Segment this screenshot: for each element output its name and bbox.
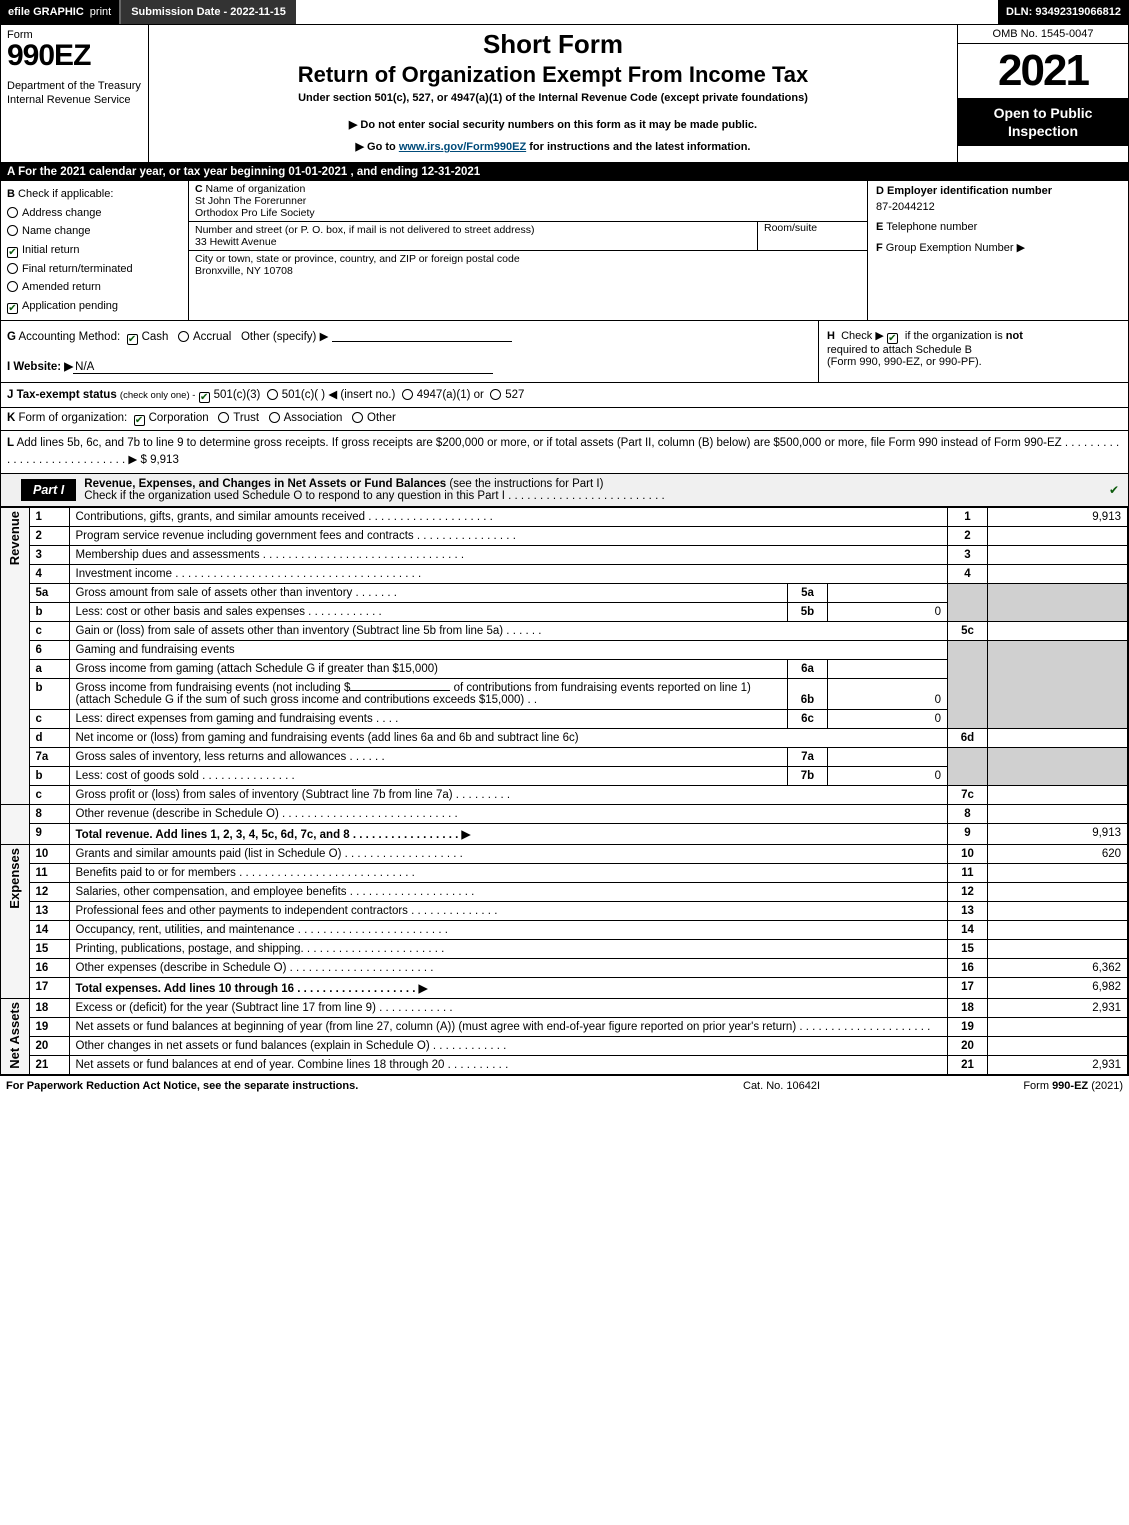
return-title: Return of Organization Exempt From Incom… bbox=[157, 62, 949, 88]
line-6b-value: 0 bbox=[828, 679, 948, 710]
cb-501c3[interactable] bbox=[199, 392, 210, 403]
under-section: Under section 501(c), 527, or 4947(a)(1)… bbox=[157, 92, 949, 104]
line-10-value: 620 bbox=[988, 845, 1128, 864]
line-5b-value: 0 bbox=[828, 603, 948, 622]
ein: 87-2044212 bbox=[876, 201, 1120, 213]
row-j: J Tax-exempt status (check only one) - 5… bbox=[1, 383, 1128, 408]
line-7b-value: 0 bbox=[828, 767, 948, 786]
print-label[interactable]: print bbox=[90, 6, 111, 18]
section-def: D Employer identification number 87-2044… bbox=[868, 181, 1128, 320]
org-name-1: St John The Forerunner bbox=[195, 195, 306, 207]
cb-final-return[interactable] bbox=[7, 263, 18, 274]
cb-accrual[interactable] bbox=[178, 331, 189, 342]
dept-label: Department of the Treasury Internal Reve… bbox=[7, 79, 142, 108]
cb-name-change[interactable] bbox=[7, 225, 18, 236]
org-name-row: C Name of organization St John The Forer… bbox=[189, 181, 867, 222]
row-g: G Accounting Method: Cash Accrual Other … bbox=[7, 329, 812, 345]
efile-label: efile GRAPHIC bbox=[8, 6, 84, 18]
irs-link[interactable]: www.irs.gov/Form990EZ bbox=[399, 141, 526, 153]
header-mid: Short Form Return of Organization Exempt… bbox=[149, 25, 958, 162]
org-name-2: Orthodox Pro Life Society bbox=[195, 207, 315, 219]
top-bar: efile GRAPHIC print Submission Date - 20… bbox=[0, 0, 1129, 24]
footer-right: Form 990-EZ (2021) bbox=[943, 1080, 1123, 1092]
cb-initial-return[interactable] bbox=[7, 247, 18, 258]
section-bcdef: B Check if applicable: Address change Na… bbox=[1, 181, 1128, 321]
form-number: 990EZ bbox=[7, 39, 142, 73]
cb-amended[interactable] bbox=[7, 281, 18, 292]
efile-print[interactable]: efile GRAPHIC print bbox=[0, 0, 119, 24]
line-16-value: 6,362 bbox=[988, 959, 1128, 978]
cb-527[interactable] bbox=[490, 389, 501, 400]
section-h: H Check ▶ if the organization is not req… bbox=[818, 321, 1128, 382]
line-21-value: 2,931 bbox=[988, 1056, 1128, 1075]
revenue-side: Revenue bbox=[1, 508, 29, 805]
header-bullets: ▶ Do not enter social security numbers o… bbox=[157, 114, 949, 158]
line-1-value: 9,913 bbox=[988, 508, 1128, 527]
cb-other[interactable] bbox=[352, 412, 363, 423]
cb-corp[interactable] bbox=[134, 415, 145, 426]
cb-assoc[interactable] bbox=[269, 412, 280, 423]
website-value: N/A bbox=[73, 361, 493, 374]
row-a: A For the 2021 calendar year, or tax yea… bbox=[1, 163, 1128, 181]
part-i-header: Part I Revenue, Expenses, and Changes in… bbox=[1, 474, 1128, 507]
header-left: Form 990EZ Department of the Treasury In… bbox=[1, 25, 149, 162]
cb-h[interactable] bbox=[887, 333, 898, 344]
cb-trust[interactable] bbox=[218, 412, 229, 423]
line-6c-value: 0 bbox=[828, 710, 948, 729]
line-17-value: 6,982 bbox=[988, 978, 1128, 999]
cb-address-change[interactable] bbox=[7, 207, 18, 218]
part-i-tab: Part I bbox=[21, 479, 76, 501]
line-18-value: 2,931 bbox=[988, 999, 1128, 1018]
expenses-side: Expenses bbox=[1, 845, 29, 999]
footer-mid: Cat. No. 10642I bbox=[743, 1080, 943, 1092]
cb-app-pending[interactable] bbox=[7, 303, 18, 314]
part-i-check[interactable]: ✔ bbox=[1106, 483, 1128, 497]
street-row: Number and street (or P. O. box, if mail… bbox=[189, 222, 867, 251]
city-row: City or town, state or province, country… bbox=[189, 251, 867, 279]
row-i: I Website: ▶N/A bbox=[7, 359, 812, 374]
dln: DLN: 93492319066812 bbox=[998, 0, 1129, 24]
cb-501c[interactable] bbox=[267, 389, 278, 400]
form-header: Form 990EZ Department of the Treasury In… bbox=[1, 25, 1128, 163]
fundraising-blank[interactable] bbox=[350, 690, 450, 691]
street-address: 33 Hewitt Avenue bbox=[195, 236, 277, 248]
tax-year: 2021 bbox=[958, 44, 1128, 98]
section-b: B Check if applicable: Address change Na… bbox=[1, 181, 189, 320]
city-state-zip: Bronxville, NY 10708 bbox=[195, 265, 293, 277]
net-assets-side: Net Assets bbox=[1, 999, 29, 1075]
section-c: C Name of organization St John The Forer… bbox=[189, 181, 868, 320]
revenue-table: Revenue 1 Contributions, gifts, grants, … bbox=[1, 507, 1128, 1075]
cb-cash[interactable] bbox=[127, 334, 138, 345]
bullet-1: ▶ Do not enter social security numbers o… bbox=[157, 114, 949, 136]
section-f: F Group Exemption Number ▶ bbox=[876, 241, 1120, 254]
open-to-public: Open to Public Inspection bbox=[958, 98, 1128, 146]
omb-label: OMB No. 1545-0047 bbox=[958, 25, 1128, 44]
part-i-title: Revenue, Expenses, and Changes in Net As… bbox=[76, 474, 1106, 506]
section-gh: G Accounting Method: Cash Accrual Other … bbox=[1, 321, 1128, 383]
other-specify-line[interactable] bbox=[332, 329, 512, 342]
footer-left: For Paperwork Reduction Act Notice, see … bbox=[6, 1080, 743, 1092]
gross-receipts: 9,913 bbox=[150, 454, 179, 466]
row-k: K Form of organization: Corporation Trus… bbox=[1, 408, 1128, 431]
form-body: Form 990EZ Department of the Treasury In… bbox=[0, 24, 1129, 1076]
section-e: E Telephone number bbox=[876, 221, 1120, 233]
short-form-title: Short Form bbox=[157, 29, 949, 60]
row-l: L Add lines 5b, 6c, and 7b to line 9 to … bbox=[1, 431, 1128, 475]
footer: For Paperwork Reduction Act Notice, see … bbox=[0, 1076, 1129, 1096]
cb-4947[interactable] bbox=[402, 389, 413, 400]
section-d: D Employer identification number 87-2044… bbox=[876, 185, 1120, 213]
section-g-i: G Accounting Method: Cash Accrual Other … bbox=[1, 321, 818, 382]
line-9-value: 9,913 bbox=[988, 824, 1128, 845]
submission-date: Submission Date - 2022-11-15 bbox=[119, 0, 296, 24]
header-right: OMB No. 1545-0047 2021 Open to Public In… bbox=[958, 25, 1128, 162]
bullet-2: ▶ Go to www.irs.gov/Form990EZ for instru… bbox=[157, 136, 949, 158]
